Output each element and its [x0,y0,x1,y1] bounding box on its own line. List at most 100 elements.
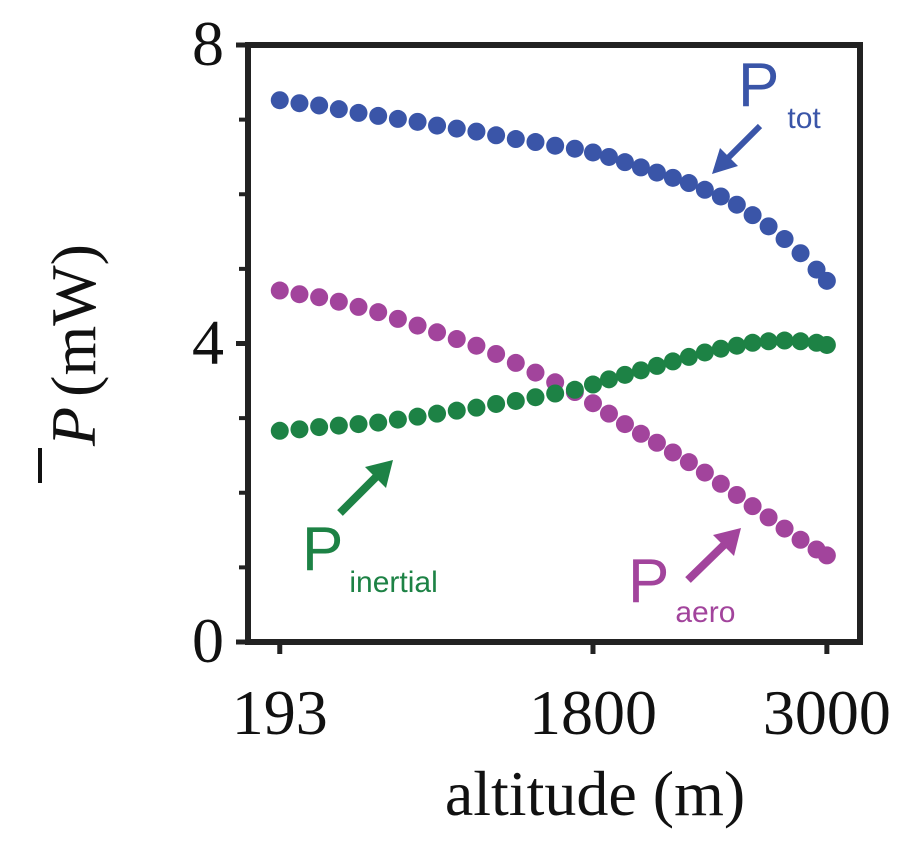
x-tick-label: 1800 [529,677,657,748]
point-inertial [369,413,388,432]
label-aero-main: P [628,547,669,616]
point-tot [546,136,565,155]
point-aero [428,323,447,342]
arrow-aero [685,528,741,583]
point-inertial [663,352,682,371]
point-aero [310,288,329,307]
point-inertial [631,361,650,380]
x-axis-title: altitude (m) [445,758,745,829]
point-aero [487,344,506,363]
point-aero [270,281,289,300]
arrow-tot [712,123,763,174]
y-tick-label: 4 [192,307,224,378]
series-aero [270,281,836,565]
point-tot [565,139,584,158]
data-marks [270,91,836,565]
point-tot [759,217,778,236]
point-tot [506,130,525,149]
point-tot [791,244,810,263]
label-aero-sub: aero [675,596,735,629]
point-tot [599,147,618,166]
x-tick-label: 3000 [763,677,891,748]
point-inertial [506,391,525,410]
point-aero [447,330,466,349]
point-aero [743,497,762,516]
point-inertial [388,410,407,429]
point-aero [647,433,666,452]
y-axis-title: P (mW) [38,244,109,483]
y-axis-symbol: P [38,407,109,447]
point-inertial [727,336,746,355]
point-inertial [565,380,584,399]
point-aero [631,424,650,443]
point-tot [290,94,309,113]
point-tot [583,143,602,162]
point-tot [711,187,730,206]
point-tot [817,271,836,290]
point-tot [775,230,794,249]
point-tot [388,109,407,128]
tick-labels: 0 4 8 193 1800 3000 [192,8,891,748]
point-inertial [408,407,427,426]
point-inertial [349,415,368,434]
point-tot [487,126,506,145]
label-inertial-sub: inertial [349,566,437,599]
point-inertial [759,332,778,351]
series-inertial [270,331,836,440]
svg-text:P(mW): P (mW) [38,244,109,447]
point-inertial [743,333,762,352]
point-inertial [711,339,730,358]
point-inertial [526,388,545,407]
point-inertial [310,418,329,437]
point-aero [759,508,778,527]
point-tot [447,119,466,138]
point-aero [290,285,309,304]
point-tot [695,180,714,199]
point-inertial [817,335,836,354]
point-aero [695,463,714,482]
point-tot [647,163,666,182]
point-inertial [428,404,447,423]
point-inertial [599,370,618,389]
point-tot [631,158,650,177]
point-tot [270,91,289,110]
label-tot-sub: tot [787,102,821,135]
point-tot [727,195,746,214]
point-aero [467,336,486,355]
point-inertial [290,420,309,439]
arrow-inertial [337,460,393,516]
point-tot [467,122,486,141]
point-aero [526,363,545,382]
point-tot [679,174,698,193]
point-inertial [791,332,810,351]
point-tot [743,206,762,225]
point-aero [817,546,836,565]
point-tot [428,116,447,135]
point-aero [711,474,730,493]
label-tot-main: P [738,51,779,120]
point-inertial [695,343,714,362]
series-tot [270,91,836,290]
point-inertial [647,356,666,375]
point-inertial [615,365,634,384]
point-inertial [329,416,348,435]
y-tick-label: 8 [192,8,224,79]
y-axis-unit: (mW) [38,244,109,397]
point-inertial [467,398,486,417]
point-inertial [679,347,698,366]
point-tot [369,106,388,125]
point-aero [369,303,388,322]
point-aero [408,316,427,335]
point-aero [583,394,602,413]
y-tick-label: 0 [192,605,224,676]
point-aero [615,415,634,434]
x-tick-label: 193 [232,677,328,748]
point-aero [775,519,794,538]
point-inertial [270,421,289,440]
point-aero [506,353,525,372]
point-tot [329,100,348,119]
